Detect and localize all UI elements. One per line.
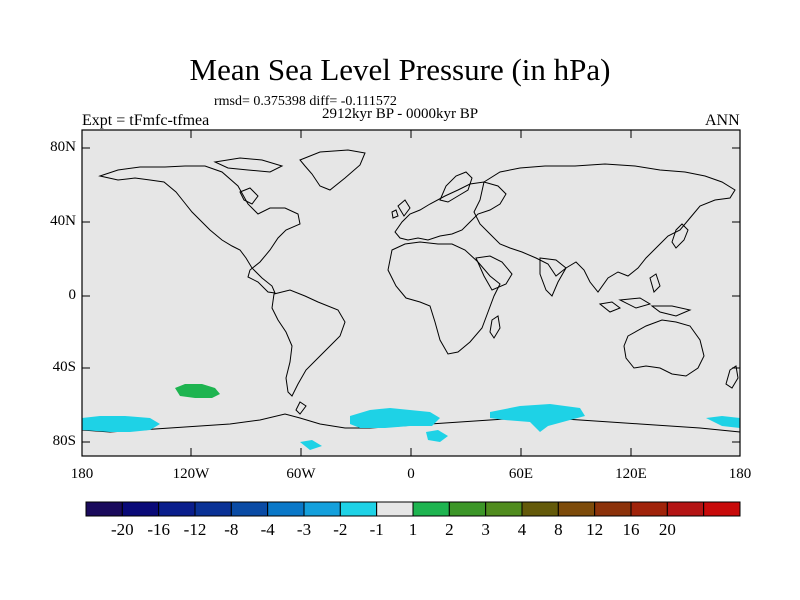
colorbar-box <box>121 501 160 517</box>
colorbar-label: -16 <box>147 520 170 539</box>
colorbar-box <box>557 501 596 517</box>
colorbar-label: -1 <box>369 520 384 539</box>
anomaly-negative-amundsen <box>300 440 322 450</box>
colorbar-label: 16 <box>622 520 640 539</box>
colorbar-box <box>194 501 232 517</box>
lon-label-60e: 60E <box>508 466 534 482</box>
colorbar-box <box>448 501 487 517</box>
time-period: 2912kyr BP - 0000kyr BP <box>322 106 479 122</box>
colorbar-label: -3 <box>296 520 312 539</box>
colorbar-box <box>376 501 414 517</box>
rmsd-diff-stats: rmsd= 0.375398 diff= -0.111572 <box>214 94 397 109</box>
colorbar-box <box>412 501 450 517</box>
colorbar-box <box>521 501 559 517</box>
anomaly-negative-ross-sea <box>706 416 740 428</box>
colorbar-label: 1 <box>408 520 418 539</box>
colorbar-label: 20 <box>658 520 676 539</box>
colorbar-box <box>666 501 705 517</box>
map-background <box>82 130 740 456</box>
lon-label-120w: 120W <box>172 466 210 482</box>
colorbar-box <box>485 501 523 517</box>
season-label: ANN <box>705 112 740 129</box>
anomaly-patches <box>82 384 740 450</box>
lat-label-40s: 40S <box>52 359 76 375</box>
lon-label-180e: 180 <box>728 466 752 482</box>
lon-label-0: 0 <box>407 466 415 482</box>
colorbar-box <box>158 501 196 517</box>
colorbar <box>85 501 741 517</box>
experiment-label: Expt = tFmfc-tfmea <box>82 112 210 129</box>
lat-label-80n: 80N <box>50 139 76 155</box>
anomaly-negative-southern-ocean-east <box>350 408 440 428</box>
colorbar-box <box>230 501 269 517</box>
colorbar-box <box>303 501 341 517</box>
colorbar-box <box>703 501 741 517</box>
lat-label-40n: 40N <box>50 213 76 229</box>
lat-label-0: 0 <box>68 287 77 303</box>
colorbar-box <box>85 501 123 517</box>
colorbar-label: -2 <box>333 520 348 539</box>
colorbar-label: -12 <box>183 520 207 539</box>
colorbar-label: 2 <box>445 520 454 539</box>
anomaly-negative-southern-ocean-west <box>82 416 160 432</box>
map-ticks <box>81 130 741 456</box>
colorbar-box <box>630 501 668 517</box>
lon-label-180w: 180 <box>70 466 94 482</box>
colorbar-label: 12 <box>586 520 604 539</box>
anomaly-positive-pacific <box>175 384 220 398</box>
lon-label-60w: 60W <box>286 466 316 482</box>
colorbar-box <box>267 501 305 517</box>
colorbar-label: -8 <box>224 520 239 539</box>
colorbar-label: 3 <box>481 520 490 539</box>
anomaly-negative-weddell <box>426 430 448 442</box>
colorbar-label: -4 <box>260 520 275 539</box>
lon-label-120e: 120E <box>615 466 647 482</box>
colorbar-box <box>339 501 378 517</box>
colorbar-label: 4 <box>517 520 527 539</box>
colorbar-box <box>594 501 632 517</box>
page-title: Mean Sea Level Pressure (in hPa) <box>189 52 611 87</box>
colorbar-label: 8 <box>554 520 563 539</box>
colorbar-label: -20 <box>110 520 134 539</box>
anomaly-negative-indian-ocean <box>490 404 585 432</box>
coastlines <box>81 149 741 433</box>
lat-label-80s: 80S <box>52 433 76 449</box>
